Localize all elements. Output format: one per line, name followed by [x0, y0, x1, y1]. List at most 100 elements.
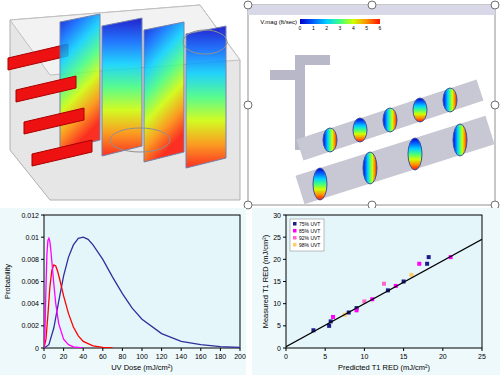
x-tick-label: 25 [478, 353, 486, 360]
x-tick [161, 348, 162, 351]
legend-swatch [293, 236, 297, 240]
colorbar-tick: 5 [365, 25, 368, 31]
y-tick-label: 20 [273, 256, 281, 263]
y-tick [41, 325, 44, 326]
x-tick-label: 160 [195, 353, 207, 360]
x-tick [364, 348, 365, 351]
legend-label: 85% UVT [299, 228, 320, 234]
scatter-point [425, 262, 429, 266]
colorbar-tick: 0 [299, 25, 302, 31]
x-tick-label: 40 [79, 353, 87, 360]
y-tick-label: 0 [277, 345, 281, 352]
colorbar-tick: 3 [339, 25, 342, 31]
y-tick-label: 0.012 [21, 212, 39, 219]
velocity-slice [413, 98, 427, 122]
x-tick-label: 80 [119, 353, 127, 360]
y-tick [41, 281, 44, 282]
colorbar-tick: 6 [379, 25, 382, 31]
colorbar-tick: 2 [325, 25, 328, 31]
legend-label: 98% UVT [299, 242, 320, 248]
y-tick [283, 303, 286, 304]
canvas: V.mag (ft/sec)01234560204060801001201401… [0, 0, 500, 375]
x-tick-label: 100 [136, 353, 148, 360]
scatter-point [427, 255, 431, 259]
y-tick [283, 259, 286, 260]
x-tick [240, 348, 241, 351]
cfd-reactor-view [8, 5, 240, 200]
selection-handle [368, 201, 376, 209]
selection-handle [491, 1, 499, 9]
chart: 0510152025051015202530Predicted T1 RED (… [252, 208, 500, 375]
x-tick [102, 348, 103, 351]
chart-background [0, 208, 246, 375]
y-tick-label: 0.008 [21, 256, 39, 263]
x-tick-label: 15 [400, 353, 408, 360]
y-tick [283, 237, 286, 238]
cfd-pipe-view: V.mag (ft/sec)0123456 [244, 1, 499, 209]
velocity-slice [443, 88, 457, 112]
velocity-plane [186, 26, 226, 168]
lamp-sleeve [110, 128, 170, 152]
legend-label: 75% UVT [299, 221, 320, 227]
x-tick-label: 120 [156, 353, 168, 360]
scatter-point [409, 273, 413, 277]
inlet-pipe [8, 44, 68, 70]
selection-handle [368, 1, 376, 9]
x-tick [63, 348, 64, 351]
y-tick-label: 0 [35, 345, 39, 352]
y-tick-label: 0.004 [21, 300, 39, 307]
velocity-slice [313, 168, 327, 200]
velocity-slice [323, 128, 337, 152]
x-axis-label: UV Dose (mJ/cm²) [111, 363, 173, 372]
legend-label: 92% UVT [299, 235, 320, 241]
inlet-pipe [32, 140, 92, 166]
x-tick-label: 10 [361, 353, 369, 360]
inlet-pipe [16, 76, 76, 102]
y-tick [41, 237, 44, 238]
scatter-point [331, 315, 335, 319]
chart: 02040608010012014016018020000.0020.0040.… [0, 208, 246, 375]
x-tick [482, 348, 483, 351]
x-tick-label: 20 [60, 353, 68, 360]
y-tick-label: 0.002 [21, 322, 39, 329]
y-tick-label: 25 [273, 234, 281, 241]
x-tick [83, 348, 84, 351]
legend-swatch [293, 243, 297, 247]
velocity-slice [453, 124, 467, 156]
inlet-pipe [24, 108, 84, 134]
x-tick [200, 348, 201, 351]
colorbar [300, 19, 380, 24]
colorbar-tick: 4 [352, 25, 355, 31]
scatter-point [382, 282, 386, 286]
x-tick [220, 348, 221, 351]
velocity-plane [102, 18, 142, 156]
x-tick [142, 348, 143, 351]
x-tick-label: 180 [215, 353, 227, 360]
selection-handle [244, 1, 252, 9]
y-tick-label: 5 [277, 322, 281, 329]
chart-background [252, 208, 500, 375]
x-tick-label: 60 [99, 353, 107, 360]
velocity-slice [383, 108, 397, 132]
y-tick-label: 15 [273, 278, 281, 285]
marks [44, 237, 240, 348]
selection-handle [491, 101, 499, 109]
y-tick-label: 10 [273, 300, 281, 307]
y-tick [41, 303, 44, 304]
plot-area [44, 215, 240, 348]
y-tick [283, 215, 286, 216]
reactor-box [10, 5, 240, 200]
legend: 75% UVT85% UVT92% UVT98% UVT [290, 219, 324, 251]
selection-handle [491, 201, 499, 209]
view-frame [248, 5, 495, 205]
x-tick [181, 348, 182, 351]
y-tick [41, 215, 44, 216]
lamp-sleeve [183, 30, 227, 54]
y-tick-label: 30 [273, 212, 281, 219]
y-tick-label: 0.006 [21, 278, 39, 285]
velocity-plane [144, 22, 184, 162]
x-tick-label: 140 [175, 353, 187, 360]
y-tick [283, 348, 286, 349]
x-tick [442, 348, 443, 351]
x-tick-label: 5 [323, 353, 327, 360]
